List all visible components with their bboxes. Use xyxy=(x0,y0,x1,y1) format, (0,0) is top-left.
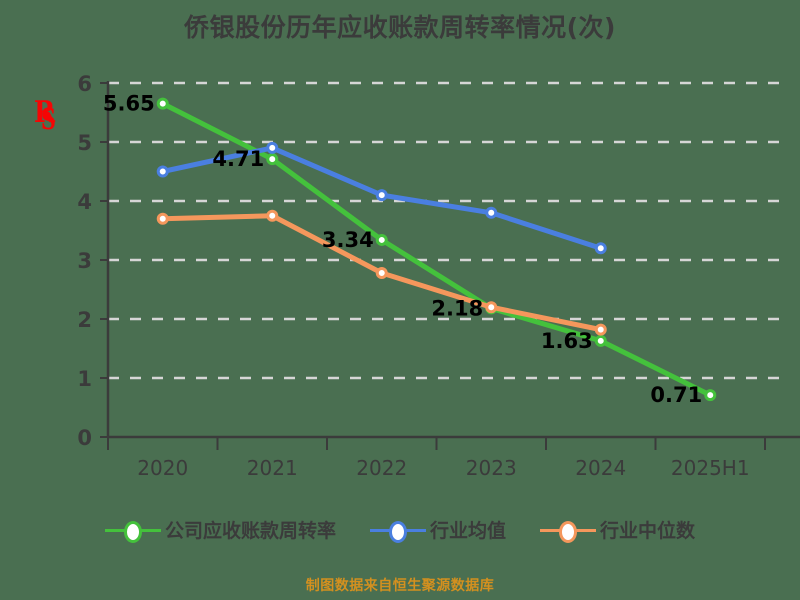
x-axis-tick-label: 2021 xyxy=(247,456,298,480)
data-point[interactable] xyxy=(266,141,279,154)
data-point-label: 4.71 xyxy=(212,147,264,171)
x-axis-tick-label: 2025H1 xyxy=(671,456,750,480)
data-point[interactable] xyxy=(375,189,388,202)
data-point[interactable] xyxy=(485,206,498,219)
x-axis-tick-label: 2024 xyxy=(575,456,626,480)
legend-dot-icon xyxy=(123,520,142,543)
series-1 xyxy=(156,97,717,402)
data-point[interactable] xyxy=(266,209,279,222)
data-point-label: 1.63 xyxy=(541,329,593,353)
legend-label: 行业均值 xyxy=(429,520,506,542)
data-point[interactable] xyxy=(156,212,169,225)
data-point-label: 2.18 xyxy=(431,296,483,320)
legend-label: 公司应收账款周转率 xyxy=(164,520,336,542)
watermark-glyph-top: R xyxy=(33,95,56,130)
x-axis-tick-label: 2023 xyxy=(466,456,517,480)
data-point[interactable] xyxy=(266,153,279,166)
watermark-glyph-bottom: S xyxy=(40,103,56,137)
x-axis-tick-label: 2022 xyxy=(356,456,407,480)
data-point[interactable] xyxy=(704,389,717,402)
data-point[interactable] xyxy=(594,323,607,336)
legend-item-2[interactable]: 行业均值 xyxy=(369,516,506,543)
data-point-label: 0.71 xyxy=(650,383,702,407)
y-axis-tick-label: 3 xyxy=(77,249,92,273)
y-axis-tick-label: 1 xyxy=(77,367,92,391)
data-point-label: 3.34 xyxy=(322,228,374,252)
series-3 xyxy=(156,209,607,336)
data-point-label: 5.65 xyxy=(103,92,155,116)
series-2 xyxy=(156,141,607,255)
y-axis-tick-label: 0 xyxy=(77,426,92,450)
y-axis-tick-label: 2 xyxy=(77,308,92,332)
data-point[interactable] xyxy=(375,266,388,279)
legend-dot-icon xyxy=(559,520,577,543)
data-point[interactable] xyxy=(375,233,388,246)
legend-dot-icon xyxy=(388,520,407,543)
gridlines: 0 1 2 3 4 5 6 xyxy=(77,72,785,450)
legend-marker-icon xyxy=(104,518,161,543)
legend-marker-icon xyxy=(540,518,596,543)
legend-item-1[interactable]: 公司应收账款周转率 xyxy=(104,516,336,543)
data-point[interactable] xyxy=(594,334,607,347)
chart-legend: 公司应收账款周转率 行业均值 行业中位数 xyxy=(0,516,800,543)
legend-item-3[interactable]: 行业中位数 xyxy=(540,516,695,543)
page-title: 侨银股份历年应收账款周转率情况(次) xyxy=(184,13,616,42)
legend-label: 行业中位数 xyxy=(600,520,696,542)
data-point[interactable] xyxy=(594,242,607,255)
legend-marker-icon xyxy=(369,518,426,543)
data-point[interactable] xyxy=(156,165,169,178)
data-point[interactable] xyxy=(485,301,498,314)
axes: 2020 2021 2022 2023 2024 2025H1 xyxy=(106,81,800,480)
source-note: 制图数据来自恒生聚源数据库 xyxy=(305,578,495,594)
y-axis-tick-label: 5 xyxy=(77,131,92,155)
watermark-logo: R S xyxy=(30,98,70,142)
y-axis-tick-label: 4 xyxy=(77,190,92,214)
x-axis-tick-label: 2020 xyxy=(137,456,188,480)
y-axis-tick-label: 6 xyxy=(77,72,92,96)
data-labels: 5.65 4.71 3.34 2.18 1.63 0.71 xyxy=(103,92,702,407)
data-point[interactable] xyxy=(156,97,169,110)
